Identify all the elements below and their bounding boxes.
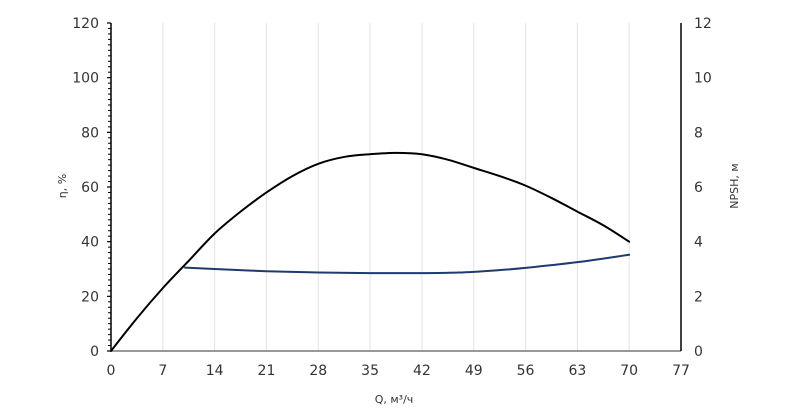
- x-tick-labels: 0 7 14 21 28 35 42 49 56 63 70 77: [107, 363, 690, 379]
- x-tick-label: 63: [568, 363, 586, 379]
- x-tick-label: 77: [672, 363, 690, 379]
- x-tick-label: 56: [517, 363, 535, 379]
- y2-tick-labels: 0 2 4 6 8 10 12: [694, 16, 712, 360]
- x-tick-label: 70: [620, 363, 638, 379]
- y-tick-label: 40: [81, 235, 99, 251]
- x-tick-label: 42: [413, 363, 431, 379]
- y2-tick-label: 2: [694, 289, 703, 305]
- y-axis-title: η, %: [56, 174, 69, 198]
- vertical-grid: [162, 23, 630, 351]
- x-tick-label: 35: [361, 363, 379, 379]
- series-lines: [110, 151, 631, 352]
- y2-tick-label: 4: [694, 235, 703, 251]
- npsh-line: [184, 253, 631, 275]
- y2-tick-label: 6: [694, 180, 703, 196]
- y-tick-label: 60: [81, 180, 99, 196]
- efficiency-line: [110, 151, 631, 352]
- y-tick-label: 80: [81, 125, 99, 141]
- y-tick-labels: 0 20 40 60 80 100 120: [72, 16, 99, 360]
- x-tick-label: 49: [465, 363, 483, 379]
- y2-tick-label: 8: [694, 125, 703, 141]
- y-tick-label: 120: [72, 16, 99, 32]
- x-tick-label: 7: [158, 363, 167, 379]
- y-tick-label: 100: [72, 71, 99, 87]
- x-tick-label: 21: [258, 363, 276, 379]
- y2-tick-label: 12: [694, 16, 712, 32]
- y2-tick-label: 0: [694, 344, 703, 360]
- y2-axis-title: NPSH, м: [728, 163, 741, 208]
- x-axis-title: Q, м³/ч: [375, 393, 414, 406]
- x-tick-label: 0: [107, 363, 116, 379]
- x-tick-label: 14: [206, 363, 224, 379]
- y-axis-ticks: [107, 22, 111, 352]
- x-tick-label: 28: [309, 363, 327, 379]
- y-tick-label: 0: [90, 344, 99, 360]
- y2-tick-label: 10: [694, 71, 712, 87]
- y-tick-label: 20: [81, 289, 99, 305]
